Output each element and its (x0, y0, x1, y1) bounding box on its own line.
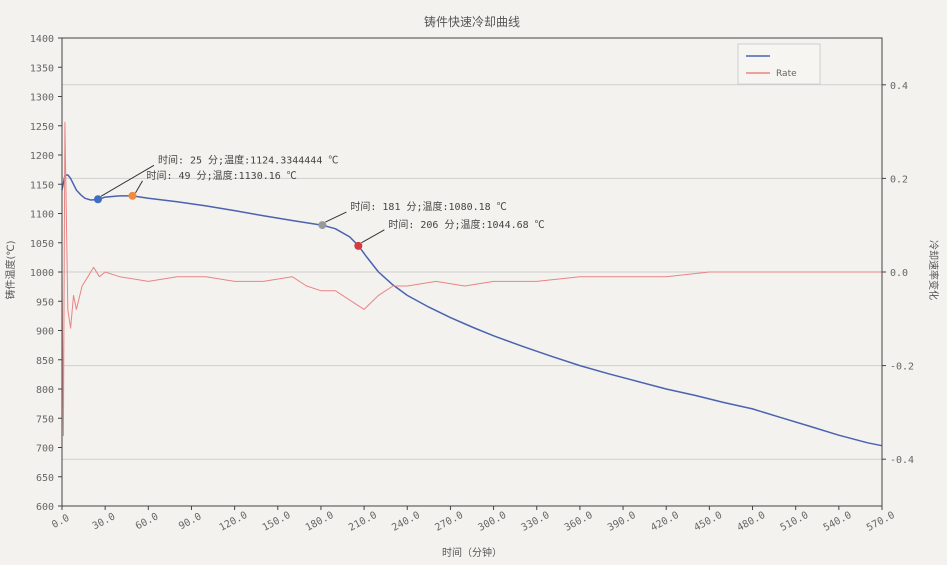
labels-layer: 时间: 25 分;温度:1124.3344444 ℃ 时间: 49 分;温度:11… (100, 153, 545, 244)
y-tick-label-14: 700 (36, 444, 54, 455)
y-tick-label-12: 800 (36, 385, 54, 396)
x-axis-label: 时间（分钟） (442, 546, 502, 559)
y-tick-label-6: 1100 (30, 210, 54, 221)
y-right-tick-label-0: 0.4 (890, 81, 908, 92)
y-tick-label-13: 750 (36, 414, 54, 425)
legend-label-rate: Rate (776, 69, 797, 79)
y-tick-label-9: 950 (36, 297, 54, 308)
y-tick-label-15: 650 (36, 473, 54, 484)
y-tick-label-2: 1300 (30, 93, 54, 104)
marker-point-1 (128, 191, 137, 200)
y-tick-label-16: 600 (36, 502, 54, 513)
y-axis-label: 铸件温度(℃) (4, 240, 17, 299)
annotation-label-1: 时间: 49 分;温度:1130.16 ℃ (146, 169, 296, 182)
y-tick-label-0: 1400 (30, 34, 54, 45)
annotation-arrow-2 (325, 211, 347, 223)
annotation-arrow-1 (135, 180, 143, 194)
y-right-axis-label: 冷却速率变化 (927, 240, 940, 300)
annotation-arrow-3 (361, 229, 385, 244)
y-right-tick-label-3: -0.2 (890, 362, 914, 373)
y-right-tick-label-4: -0.4 (890, 455, 914, 466)
annotation-label-0: 时间: 25 分;温度:1124.3344444 ℃ (158, 153, 338, 166)
legend: Rate (737, 43, 821, 85)
chart-title: 铸件快速冷却曲线 (424, 14, 520, 29)
y-tick-label-4: 1200 (30, 151, 54, 162)
y-tick-label-3: 1250 (30, 122, 54, 133)
points-layer (93, 191, 363, 250)
annotation-arrow-0 (100, 164, 155, 197)
series-line-rate (61, 121, 882, 437)
annotation-label-3: 时间: 206 分;温度:1044.68 ℃ (388, 218, 544, 231)
y-tick-label-1: 1350 (30, 63, 54, 74)
y-right-tick-label-2: 0.0 (890, 268, 908, 279)
annotation-label-2: 时间: 181 分;温度:1080.18 ℃ (350, 200, 506, 213)
y-right-tick-label-1: 0.2 (890, 174, 908, 185)
y-tick-label-5: 1150 (30, 180, 54, 191)
marker-point-2 (318, 221, 327, 230)
y-tick-label-8: 1000 (30, 268, 54, 279)
y-tick-label-10: 900 (36, 327, 54, 338)
marker-point-0 (93, 195, 102, 204)
y-tick-label-11: 850 (36, 356, 54, 367)
y-tick-label-7: 1050 (30, 239, 54, 250)
marker-point-3 (354, 241, 363, 250)
legend-box (737, 43, 821, 85)
